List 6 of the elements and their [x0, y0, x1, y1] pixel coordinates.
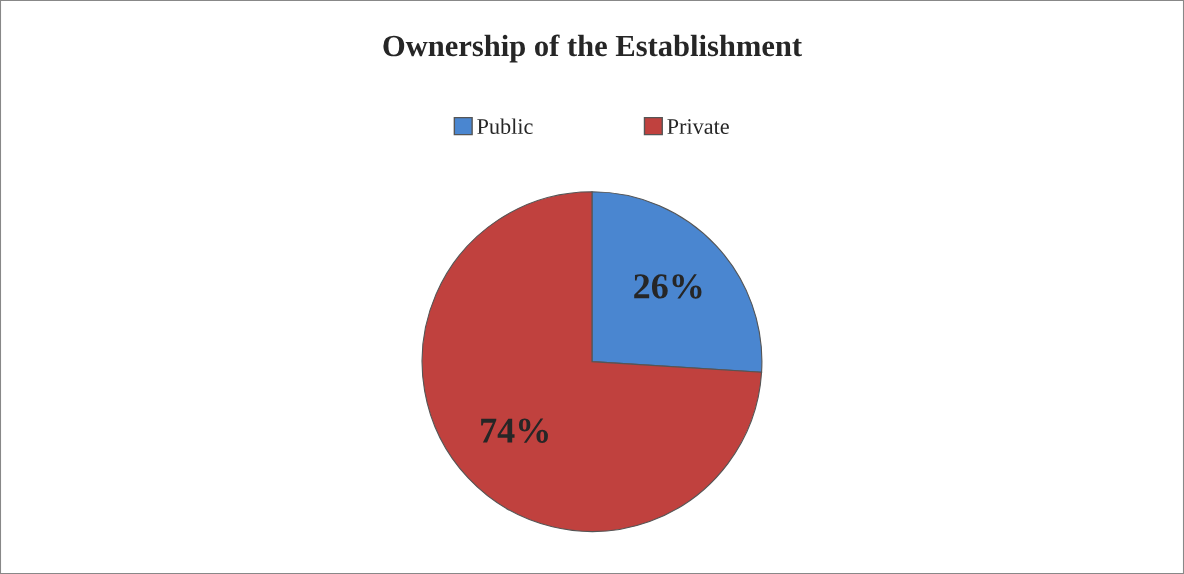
- pie-slice: [421, 191, 763, 533]
- legend-label: Private: [667, 119, 729, 135]
- chart-title: Ownership of the Establishment: [383, 34, 802, 63]
- data-label: 74%: [481, 418, 548, 443]
- legend-label: Public: [477, 118, 533, 135]
- data-label: 26%: [634, 274, 702, 299]
